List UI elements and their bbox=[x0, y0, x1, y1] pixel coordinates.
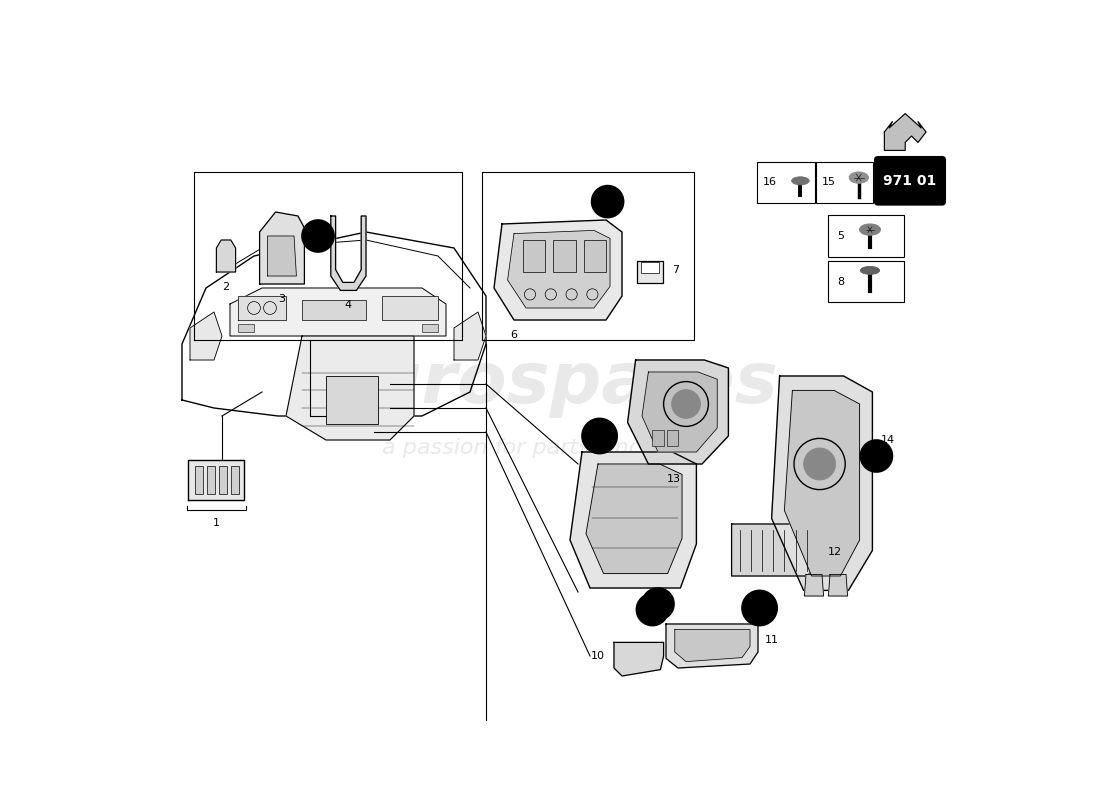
Polygon shape bbox=[230, 288, 446, 336]
Text: 13: 13 bbox=[667, 474, 681, 483]
Bar bbox=[231, 466, 239, 494]
Polygon shape bbox=[188, 460, 244, 500]
Polygon shape bbox=[286, 336, 414, 440]
Text: 15: 15 bbox=[822, 178, 835, 187]
Bar bbox=[382, 296, 438, 320]
Polygon shape bbox=[614, 642, 663, 676]
Polygon shape bbox=[784, 390, 859, 576]
Ellipse shape bbox=[849, 172, 868, 183]
Polygon shape bbox=[884, 114, 926, 150]
Bar bbox=[637, 261, 663, 283]
Circle shape bbox=[672, 390, 701, 418]
Polygon shape bbox=[238, 296, 286, 320]
Polygon shape bbox=[331, 216, 366, 290]
Text: 2: 2 bbox=[222, 282, 230, 292]
Text: 3: 3 bbox=[278, 294, 286, 304]
Text: 9: 9 bbox=[667, 596, 673, 606]
Text: 5: 5 bbox=[837, 231, 844, 241]
Bar bbox=[302, 300, 366, 320]
Polygon shape bbox=[454, 312, 486, 360]
Text: 7: 7 bbox=[672, 266, 680, 275]
Text: eurospares: eurospares bbox=[321, 350, 779, 418]
Bar bbox=[326, 376, 378, 424]
Text: 971 01: 971 01 bbox=[883, 174, 936, 188]
Circle shape bbox=[637, 594, 669, 626]
Polygon shape bbox=[260, 212, 305, 284]
Circle shape bbox=[582, 418, 617, 454]
Text: 16: 16 bbox=[763, 178, 777, 187]
Bar bbox=[828, 215, 904, 257]
Text: 10: 10 bbox=[591, 651, 604, 661]
Text: 15: 15 bbox=[593, 431, 606, 441]
Bar bbox=[219, 466, 227, 494]
Polygon shape bbox=[570, 452, 696, 588]
Bar bbox=[238, 324, 254, 332]
Text: 12: 12 bbox=[827, 547, 842, 557]
Text: 8: 8 bbox=[604, 197, 612, 206]
FancyBboxPatch shape bbox=[874, 157, 945, 205]
Polygon shape bbox=[494, 220, 622, 320]
Bar bbox=[667, 430, 678, 446]
Polygon shape bbox=[642, 372, 717, 452]
Text: 8: 8 bbox=[649, 605, 656, 614]
Text: 4: 4 bbox=[344, 300, 352, 310]
Polygon shape bbox=[507, 230, 610, 308]
Circle shape bbox=[642, 588, 674, 620]
Ellipse shape bbox=[859, 224, 880, 235]
Text: 1: 1 bbox=[213, 518, 220, 528]
Polygon shape bbox=[666, 624, 758, 668]
Bar bbox=[828, 261, 904, 302]
Bar bbox=[522, 240, 546, 272]
Text: 8: 8 bbox=[872, 451, 880, 461]
Circle shape bbox=[804, 448, 836, 480]
Polygon shape bbox=[771, 376, 872, 590]
Bar bbox=[195, 466, 202, 494]
Text: 14: 14 bbox=[880, 435, 894, 445]
Polygon shape bbox=[267, 236, 296, 276]
Circle shape bbox=[742, 590, 778, 626]
Bar bbox=[641, 262, 659, 273]
Text: 11: 11 bbox=[764, 635, 779, 645]
Bar bbox=[422, 324, 438, 332]
Bar bbox=[207, 466, 215, 494]
Text: 5: 5 bbox=[315, 231, 321, 241]
Polygon shape bbox=[628, 360, 728, 464]
Text: 6: 6 bbox=[510, 330, 517, 340]
Text: 8: 8 bbox=[837, 277, 844, 286]
Polygon shape bbox=[828, 574, 848, 596]
Polygon shape bbox=[674, 630, 750, 662]
Polygon shape bbox=[586, 464, 682, 574]
Polygon shape bbox=[190, 312, 222, 360]
Polygon shape bbox=[732, 524, 822, 576]
Ellipse shape bbox=[860, 266, 880, 274]
Text: 8: 8 bbox=[654, 599, 661, 609]
Polygon shape bbox=[217, 240, 235, 272]
Bar bbox=[815, 162, 873, 203]
Circle shape bbox=[592, 186, 624, 218]
Bar bbox=[584, 240, 606, 272]
Circle shape bbox=[860, 440, 892, 472]
Bar bbox=[652, 430, 663, 446]
Ellipse shape bbox=[792, 177, 810, 185]
Bar bbox=[553, 240, 575, 272]
Circle shape bbox=[302, 220, 334, 252]
Text: a passion for parts since 1985: a passion for parts since 1985 bbox=[382, 438, 718, 458]
Polygon shape bbox=[804, 574, 824, 596]
Text: 16: 16 bbox=[752, 603, 767, 613]
Bar bbox=[757, 162, 815, 203]
